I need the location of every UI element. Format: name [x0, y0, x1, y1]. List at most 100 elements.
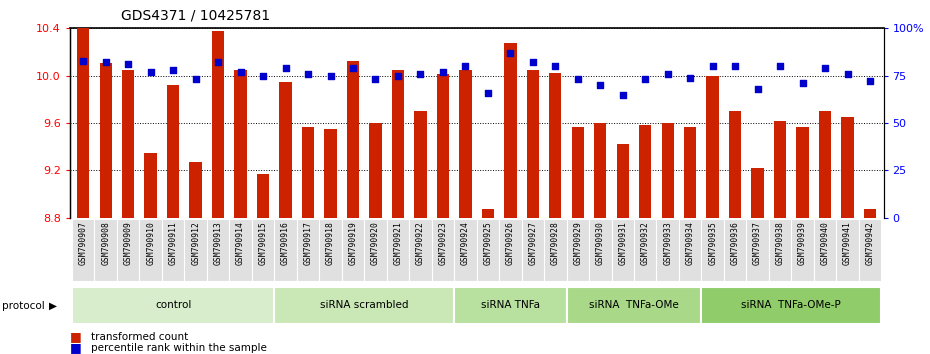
- Bar: [437, 74, 449, 218]
- Bar: [122, 70, 134, 218]
- Bar: [279, 81, 292, 218]
- Bar: [774, 121, 786, 218]
- FancyBboxPatch shape: [634, 219, 657, 281]
- Bar: [729, 111, 741, 218]
- FancyBboxPatch shape: [230, 219, 252, 281]
- Point: [391, 73, 405, 79]
- FancyBboxPatch shape: [117, 219, 140, 281]
- Text: siRNA  TNFa-OMe: siRNA TNFa-OMe: [589, 300, 679, 310]
- FancyBboxPatch shape: [162, 219, 184, 281]
- Text: GSM790915: GSM790915: [259, 221, 268, 265]
- Point: [795, 80, 810, 86]
- Text: GSM790933: GSM790933: [663, 221, 672, 265]
- Text: GSM790920: GSM790920: [371, 221, 380, 265]
- FancyBboxPatch shape: [791, 219, 814, 281]
- Text: GSM790913: GSM790913: [214, 221, 222, 265]
- FancyBboxPatch shape: [566, 219, 589, 281]
- FancyBboxPatch shape: [341, 219, 365, 281]
- Text: GSM790910: GSM790910: [146, 221, 155, 265]
- Bar: [369, 123, 381, 218]
- FancyBboxPatch shape: [454, 219, 476, 281]
- Bar: [167, 85, 179, 218]
- Point: [727, 63, 742, 69]
- FancyBboxPatch shape: [701, 219, 724, 281]
- Text: GSM790939: GSM790939: [798, 221, 807, 265]
- Bar: [234, 70, 246, 218]
- Point: [121, 62, 136, 67]
- Point: [435, 69, 450, 75]
- FancyBboxPatch shape: [184, 219, 206, 281]
- Bar: [77, 28, 89, 218]
- Bar: [459, 70, 472, 218]
- Bar: [639, 125, 651, 218]
- FancyBboxPatch shape: [72, 287, 274, 324]
- Text: GSM790907: GSM790907: [79, 221, 87, 265]
- Point: [323, 73, 338, 79]
- FancyBboxPatch shape: [858, 219, 882, 281]
- Point: [458, 63, 472, 69]
- Text: GSM790911: GSM790911: [168, 221, 178, 265]
- FancyBboxPatch shape: [409, 219, 432, 281]
- FancyBboxPatch shape: [387, 219, 409, 281]
- FancyBboxPatch shape: [747, 219, 769, 281]
- FancyBboxPatch shape: [206, 219, 230, 281]
- Point: [817, 65, 832, 71]
- FancyBboxPatch shape: [679, 219, 701, 281]
- Text: GSM790927: GSM790927: [528, 221, 538, 265]
- FancyBboxPatch shape: [274, 219, 297, 281]
- FancyBboxPatch shape: [769, 219, 791, 281]
- Text: control: control: [155, 300, 192, 310]
- Text: GSM790921: GSM790921: [393, 221, 403, 265]
- Bar: [796, 127, 809, 218]
- Bar: [819, 111, 831, 218]
- Text: GSM790930: GSM790930: [596, 221, 604, 265]
- Text: GSM790936: GSM790936: [731, 221, 739, 265]
- FancyBboxPatch shape: [297, 219, 319, 281]
- Text: GSM790914: GSM790914: [236, 221, 246, 265]
- Text: GSM790916: GSM790916: [281, 221, 290, 265]
- Bar: [257, 174, 270, 218]
- Point: [211, 59, 226, 65]
- Text: GSM790909: GSM790909: [124, 221, 133, 265]
- FancyBboxPatch shape: [140, 219, 162, 281]
- Bar: [504, 42, 516, 218]
- Point: [99, 59, 113, 65]
- Text: siRNA TNFa: siRNA TNFa: [481, 300, 539, 310]
- Point: [773, 63, 788, 69]
- Point: [683, 75, 698, 80]
- Text: protocol: protocol: [2, 301, 45, 311]
- FancyBboxPatch shape: [612, 219, 634, 281]
- Point: [143, 69, 158, 75]
- FancyBboxPatch shape: [566, 287, 701, 324]
- Point: [660, 71, 675, 76]
- FancyBboxPatch shape: [657, 219, 679, 281]
- Bar: [526, 70, 539, 218]
- Text: GSM790922: GSM790922: [416, 221, 425, 265]
- Bar: [594, 123, 606, 218]
- FancyBboxPatch shape: [274, 287, 454, 324]
- FancyBboxPatch shape: [701, 287, 882, 324]
- Bar: [617, 144, 629, 218]
- Text: GSM790934: GSM790934: [685, 221, 695, 265]
- Point: [300, 71, 315, 76]
- Bar: [302, 127, 314, 218]
- Text: GDS4371 / 10425781: GDS4371 / 10425781: [121, 9, 270, 23]
- Bar: [144, 153, 157, 218]
- Text: GSM790929: GSM790929: [573, 221, 582, 265]
- Point: [481, 90, 496, 96]
- FancyBboxPatch shape: [72, 219, 95, 281]
- Text: ▶: ▶: [49, 301, 58, 311]
- FancyBboxPatch shape: [476, 219, 499, 281]
- Bar: [347, 62, 359, 218]
- Point: [346, 65, 361, 71]
- Point: [751, 86, 765, 92]
- Text: GSM790917: GSM790917: [303, 221, 312, 265]
- Text: GSM790908: GSM790908: [101, 221, 111, 265]
- Text: GSM790932: GSM790932: [641, 221, 650, 265]
- Point: [166, 67, 180, 73]
- Text: GSM790923: GSM790923: [438, 221, 447, 265]
- Text: GSM790941: GSM790941: [843, 221, 852, 265]
- FancyBboxPatch shape: [319, 219, 341, 281]
- Text: GSM790928: GSM790928: [551, 221, 560, 265]
- Text: GSM790912: GSM790912: [192, 221, 200, 265]
